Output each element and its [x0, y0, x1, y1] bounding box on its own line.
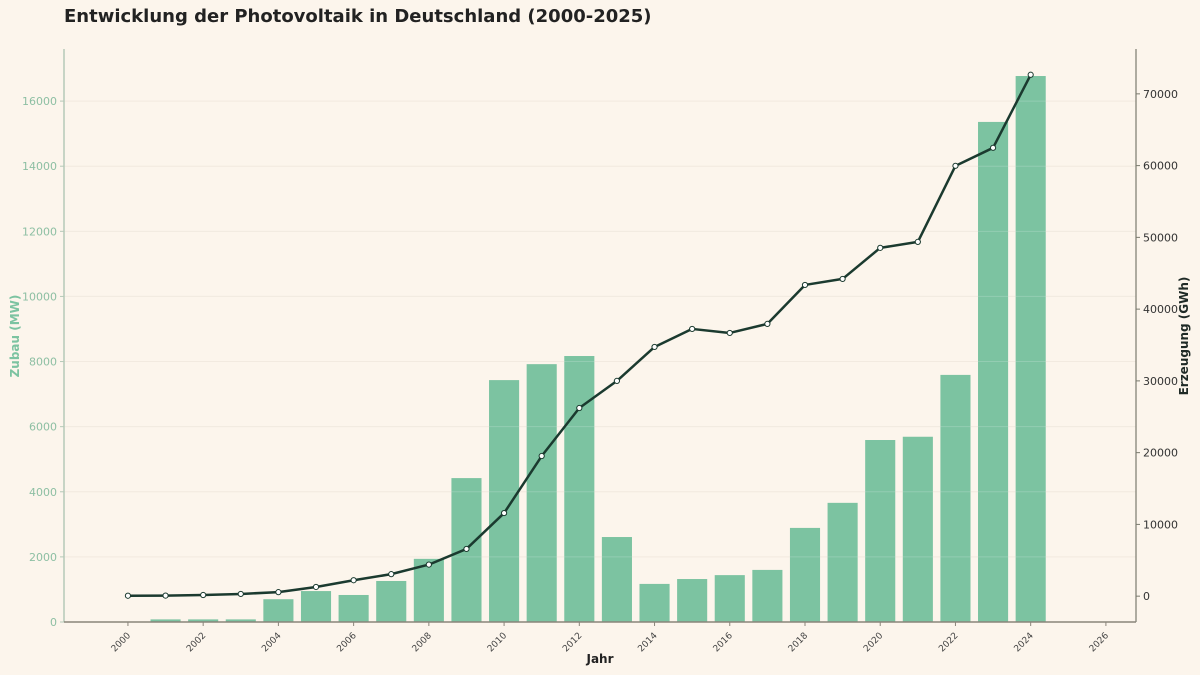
x-tick-label: 2002	[185, 631, 208, 654]
marker-2009	[463, 545, 470, 553]
left-axis-label: Zubau (MW)	[8, 295, 22, 378]
bar-2006	[338, 594, 369, 622]
x-tick-label: 2012	[561, 631, 584, 654]
x-tick-label: 2018	[787, 631, 810, 654]
bar-2021	[902, 436, 933, 622]
marker-2001	[162, 592, 169, 599]
x-axis-label: Jahr	[585, 652, 613, 666]
bar-2005	[300, 591, 332, 622]
marker-2004	[275, 589, 282, 596]
marker-2024	[1027, 71, 1034, 78]
marker-2017	[764, 320, 771, 328]
right-axis-label: Erzeugung (GWh)	[1177, 277, 1191, 396]
marker-2010	[500, 509, 508, 517]
bar-2007	[376, 580, 407, 622]
left-tick-label: 12000	[22, 225, 57, 238]
bar-2022	[940, 374, 971, 622]
marker-2022	[952, 162, 959, 169]
x-tick-label: 2014	[636, 631, 659, 654]
bar-2004	[263, 599, 294, 622]
left-tick-label: 10000	[22, 290, 57, 303]
x-tick-label: 2026	[1088, 631, 1111, 654]
right-tick-label: 30000	[1143, 375, 1178, 388]
x-tick-label: 2010	[486, 631, 509, 654]
right-tick-label: 50000	[1143, 231, 1178, 244]
x-tick-label: 2006	[335, 631, 358, 654]
marker-2002	[200, 591, 207, 599]
marker-2006	[350, 577, 357, 584]
x-tick-label: 2008	[411, 631, 434, 654]
x-tick-label: 2020	[862, 631, 885, 654]
marker-2023	[989, 144, 997, 151]
bar-2015	[677, 579, 708, 622]
bar-2008	[413, 558, 444, 622]
x-tick-label: 2016	[712, 631, 735, 654]
marker-2014	[651, 343, 658, 351]
right-tick-label: 60000	[1143, 160, 1178, 173]
marker-2012	[576, 404, 583, 412]
left-tick-label: 0	[50, 616, 57, 629]
bar-2002	[188, 619, 219, 622]
marker-2007	[388, 571, 395, 578]
marker-2015	[689, 325, 696, 333]
marker-2016	[726, 329, 733, 337]
bar-2019	[827, 502, 858, 622]
bar-2001	[150, 619, 181, 622]
right-tick-label: 40000	[1143, 303, 1178, 316]
marker-2005	[312, 583, 320, 591]
x-tick-label: 2022	[937, 631, 960, 654]
bar-2010	[489, 380, 520, 622]
right-tick-label: 0	[1143, 590, 1150, 603]
bar-2024	[1015, 76, 1046, 622]
marker-2019	[839, 275, 846, 283]
bar-2012	[564, 356, 595, 622]
bar-2017	[752, 569, 783, 622]
bar-2003	[225, 619, 256, 622]
left-tick-label: 4000	[29, 486, 57, 499]
marker-2018	[801, 281, 809, 289]
bar-2014	[639, 583, 670, 622]
left-tick-label: 8000	[29, 356, 57, 369]
left-tick-label: 14000	[22, 160, 57, 173]
bar-2013	[601, 537, 632, 622]
x-tick-label: 2024	[1013, 631, 1036, 654]
left-tick-label: 2000	[29, 551, 57, 564]
bar-2016	[714, 575, 745, 622]
marker-2011	[538, 452, 545, 460]
bar-2011	[526, 364, 557, 622]
marker-2021	[914, 238, 921, 245]
left-tick-label: 6000	[29, 421, 57, 434]
left-tick-label: 16000	[22, 95, 57, 108]
marker-2008	[425, 561, 432, 568]
marker-2003	[237, 590, 244, 598]
chart-title: Entwicklung der Photovoltaik in Deutschl…	[64, 6, 652, 27]
bar-2018	[789, 527, 821, 622]
x-tick-label: 2004	[260, 631, 283, 654]
marker-2000	[124, 592, 132, 599]
right-tick-label: 20000	[1143, 447, 1178, 460]
right-tick-label: 70000	[1143, 88, 1178, 101]
x-tick-label: 2000	[110, 631, 133, 654]
bar-2023	[978, 121, 1009, 622]
marker-2020	[877, 244, 884, 251]
bar-2020	[865, 440, 896, 622]
right-tick-label: 10000	[1143, 518, 1178, 531]
marker-2013	[613, 377, 621, 384]
